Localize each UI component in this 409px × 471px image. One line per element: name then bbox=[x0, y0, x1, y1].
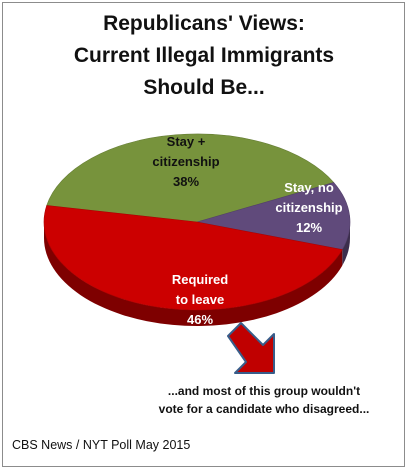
slice-label-stay-no-citizenship-line-2: citizenship bbox=[275, 200, 342, 215]
pie-slice-stay-no-citizenship bbox=[196, 182, 351, 250]
annotation: ...and most of this group wouldn't vote … bbox=[159, 384, 370, 416]
slice-label-stay-citizenship: Stay + citizenship 38% bbox=[152, 134, 219, 189]
pie-depth bbox=[44, 222, 350, 326]
slice-labels: Stay + citizenship 38% Stay, no citizens… bbox=[152, 134, 342, 327]
pie-slice-stay-citizenship bbox=[46, 133, 335, 223]
pie-slice-required-to-leave bbox=[43, 205, 343, 311]
annotation-line-1: ...and most of this group wouldn't bbox=[168, 384, 360, 398]
slice-label-stay-no-citizenship-value: 12% bbox=[296, 220, 322, 235]
chart-title-line-2: Current Illegal Immigrants bbox=[74, 44, 334, 67]
arrow-shape bbox=[227, 322, 275, 374]
slice-label-stay-citizenship-value: 38% bbox=[173, 174, 199, 189]
slice-label-required-to-leave: Required to leave 46% bbox=[172, 272, 228, 327]
pie-side-required-to-leave bbox=[44, 222, 343, 326]
pie-slices bbox=[43, 133, 351, 311]
slice-label-stay-citizenship-line-1: Stay + bbox=[167, 134, 206, 149]
chart-title-line-3: Should Be... bbox=[143, 76, 264, 99]
chart-title-line-1: Republicans' Views: bbox=[103, 12, 305, 35]
slice-label-stay-no-citizenship-line-1: Stay, no bbox=[284, 180, 334, 195]
annotation-arrow bbox=[227, 322, 275, 374]
slice-label-stay-no-citizenship: Stay, no citizenship 12% bbox=[275, 180, 342, 235]
slice-label-required-to-leave-value: 46% bbox=[187, 312, 213, 327]
pie-side-stay-no-citizenship bbox=[342, 222, 350, 266]
annotation-line-2: vote for a candidate who disagreed... bbox=[159, 402, 370, 416]
source-note: CBS News / NYT Poll May 2015 bbox=[12, 438, 190, 452]
slice-label-required-to-leave-line-1: Required bbox=[172, 272, 228, 287]
chart-title: Republicans' Views: Current Illegal Immi… bbox=[74, 12, 334, 99]
slice-label-required-to-leave-line-2: to leave bbox=[176, 292, 224, 307]
slice-label-stay-citizenship-line-2: citizenship bbox=[152, 154, 219, 169]
